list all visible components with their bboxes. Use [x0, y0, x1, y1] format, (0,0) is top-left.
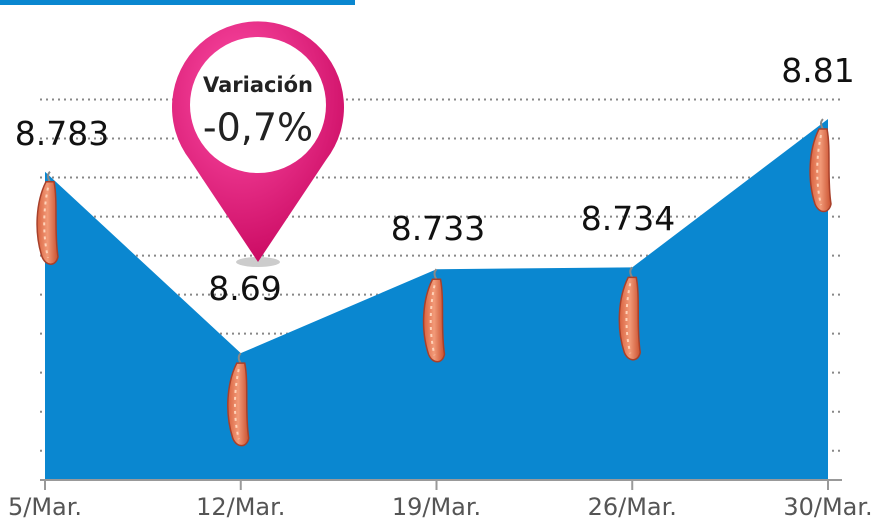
x-tick-label: 30/Mar.	[783, 493, 872, 521]
sausage-stripe	[625, 283, 632, 354]
hook	[47, 171, 51, 183]
x-tick-label: 19/Mar.	[392, 493, 481, 521]
value-label: 8.81	[781, 51, 854, 90]
hook	[433, 268, 438, 280]
x-tick-label: 12/Mar.	[196, 493, 285, 521]
hook	[629, 266, 634, 278]
hook	[820, 118, 824, 130]
sausage-icon	[618, 266, 642, 361]
variation-pin: Variación -0,7%	[172, 21, 344, 267]
value-label: 8.733	[391, 209, 485, 248]
sausage-icon	[809, 118, 832, 213]
sausage	[618, 276, 642, 361]
sausage-stripe	[43, 187, 49, 258]
sausage-icon	[422, 268, 446, 363]
value-label: 8.69	[208, 269, 281, 308]
sausage	[36, 180, 59, 265]
hook	[237, 352, 242, 364]
sausage-stripe	[816, 134, 822, 206]
sausage-icon	[227, 352, 250, 447]
header-bar	[0, 0, 355, 5]
annotation-title: Variación	[203, 73, 313, 97]
sausage-stripe	[233, 368, 240, 440]
sausage	[422, 278, 446, 363]
sausage	[227, 362, 250, 447]
x-tick-label: 5/Mar.	[8, 493, 82, 521]
value-label: 8.734	[581, 199, 675, 238]
x-tick-label: 26/Mar.	[588, 493, 677, 521]
plot: 5/Mar. 8.783 12/Mar. 8.69 19/Mar. 8.733 26/Mar…	[8, 51, 873, 521]
annotation-value: -0,7%	[203, 106, 313, 150]
sausage	[809, 128, 832, 213]
value-label: 8.783	[15, 114, 109, 153]
sausage-icon	[36, 171, 59, 265]
sausage-stripe	[429, 285, 436, 356]
